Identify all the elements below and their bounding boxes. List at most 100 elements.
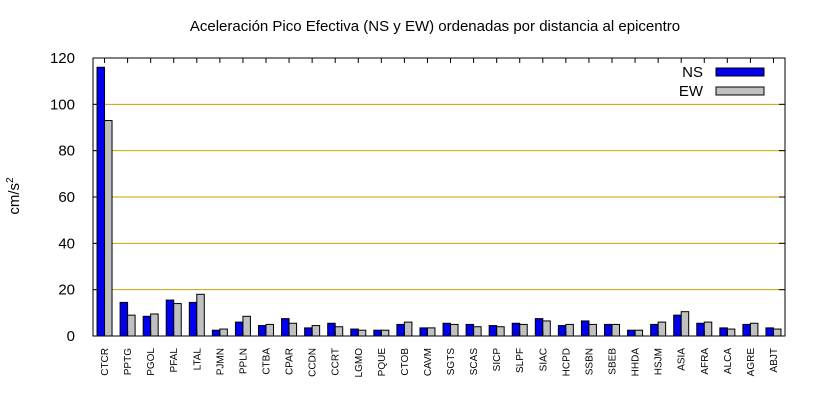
chart-title: Aceleración Pico Efectiva (NS y EW) orde… xyxy=(190,18,680,35)
bar-ew-cavm xyxy=(426,327,436,337)
y-tick-label: 0 xyxy=(67,328,75,345)
bar-ew-ltal xyxy=(196,293,205,337)
bar-ew-ctcr xyxy=(104,120,113,337)
bar-ns-hhda xyxy=(627,329,636,337)
y-tick-label: 60 xyxy=(58,189,75,206)
grid-lines xyxy=(93,103,785,291)
bar-ew-hsjm xyxy=(657,321,667,337)
legend-swatch-ns xyxy=(715,67,765,77)
bar-ew-scas xyxy=(473,326,482,337)
bar-ew-abjt xyxy=(772,328,782,337)
y-tick-label: 20 xyxy=(58,282,75,299)
bar-ew-agre xyxy=(749,322,759,337)
x-tick-label: SIAC xyxy=(538,348,549,371)
bar-ew-pgol xyxy=(150,313,159,337)
x-tick-label: HCPD xyxy=(561,348,572,376)
bar-ns-ssbn xyxy=(580,320,590,337)
bar-ns-abjt xyxy=(765,327,774,337)
x-tick-label: HHDA xyxy=(631,348,642,377)
bar-ew-hcpd xyxy=(565,323,574,337)
bar-ns-hcpd xyxy=(557,325,567,337)
bar-ew-ccdn xyxy=(311,325,321,337)
x-tick-label: LGMO xyxy=(354,348,365,378)
bar-ns-hsjm xyxy=(650,323,659,337)
legend: NS EW xyxy=(679,64,765,100)
x-tick-label: SCAS xyxy=(469,348,480,376)
x-tick-label: CCDN xyxy=(308,348,319,377)
x-tick-label: PGOL xyxy=(146,348,157,376)
x-tick-label: HSJM xyxy=(654,348,665,375)
bar-ew-lgmo xyxy=(357,329,367,337)
x-tick-label: CAVM xyxy=(423,348,434,376)
bar-ew-sbeb xyxy=(611,323,620,337)
bar-ew-pjmn xyxy=(219,328,228,337)
y-tick-label: 120 xyxy=(50,50,75,67)
plot-border xyxy=(92,57,786,337)
bar-ns-pjmn xyxy=(211,329,221,337)
bar-ns-ccrt xyxy=(327,322,336,337)
x-tick-label: PJMN xyxy=(215,348,226,375)
x-tick-label: ABJT xyxy=(769,348,780,372)
bar-ew-ppln xyxy=(242,315,251,337)
y-axis-label: cm/s2 xyxy=(5,177,23,215)
x-tick-label: PQUE xyxy=(377,348,388,377)
x-tick-label: ASIA xyxy=(677,348,688,371)
bar-ew-pque xyxy=(380,329,390,337)
x-tick-label: AGRE xyxy=(746,348,757,377)
bar-ns-pgol xyxy=(142,315,152,337)
bar-ns-ccdn xyxy=(304,327,313,337)
x-tick-label: PPTG xyxy=(123,348,134,375)
bar-ns-cavm xyxy=(419,327,428,337)
bar-ns-ctcr xyxy=(96,66,106,337)
bar-ew-ssbn xyxy=(588,323,597,337)
bar-ew-sicp xyxy=(496,326,505,337)
legend-label-ew: EW xyxy=(679,83,704,100)
bar-ns-agre xyxy=(742,323,751,337)
x-tick-label: SBEB xyxy=(608,348,619,375)
bar-ew-alca xyxy=(726,328,736,337)
x-tick-label: CTOB xyxy=(400,348,411,376)
bar-ns-alca xyxy=(719,327,728,337)
y-axis-ticks: 0 20 40 60 80 100 120 xyxy=(50,50,75,345)
x-axis-ticks: CTCR PPTG PGOL PFAL LTAL PJMN PPLN CTBA CPAR CCDN… xyxy=(100,348,780,378)
bar-ns-ppln xyxy=(234,321,244,337)
x-tick-label: PFAL xyxy=(169,348,180,373)
x-tick-label: AFRA xyxy=(700,348,711,375)
bar-ew-hhda xyxy=(634,329,644,337)
bar-ew-siac xyxy=(542,320,551,337)
bar-ns-sgts xyxy=(442,322,452,337)
bar-ew-cpar xyxy=(288,322,298,337)
bar-ns-cpar xyxy=(281,318,290,337)
bar-ns-afra xyxy=(696,322,705,337)
x-tick-label: ALCA xyxy=(723,348,734,374)
bar-ns-slpf xyxy=(511,322,521,337)
legend-label-ns: NS xyxy=(682,64,703,81)
x-tick-label: CPAR xyxy=(285,348,296,375)
x-tick-label: PPLN xyxy=(238,348,249,374)
x-tick-label: SLPF xyxy=(515,348,526,373)
bars xyxy=(96,66,782,337)
bar-ns-pptg xyxy=(119,301,129,337)
bar-ew-slpf xyxy=(519,323,528,337)
bar-ew-ccrt xyxy=(334,326,344,337)
bar-ew-sgts xyxy=(450,323,459,337)
x-tick-label: CCRT xyxy=(331,348,342,376)
x-tick-label: LTAL xyxy=(192,348,203,371)
x-tick-label: CTBA xyxy=(262,348,273,375)
bar-ns-ltal xyxy=(188,301,198,337)
bar-ew-ctba xyxy=(265,323,274,337)
y-tick-label: 100 xyxy=(50,96,75,113)
x-tick-label: SICP xyxy=(492,348,503,372)
y-tick-label: 40 xyxy=(58,235,75,252)
x-tick-label: SGTS xyxy=(446,348,457,376)
bar-ns-pque xyxy=(373,329,382,337)
x-tick-label: CTCR xyxy=(100,348,111,376)
bar-ew-pfal xyxy=(173,303,182,337)
x-tick-label: SSBN xyxy=(584,348,595,375)
bar-ns-sicp xyxy=(488,325,498,337)
bar-ns-pfal xyxy=(165,299,175,337)
bar-ew-afra xyxy=(703,321,713,337)
bar-ns-siac xyxy=(534,318,544,337)
